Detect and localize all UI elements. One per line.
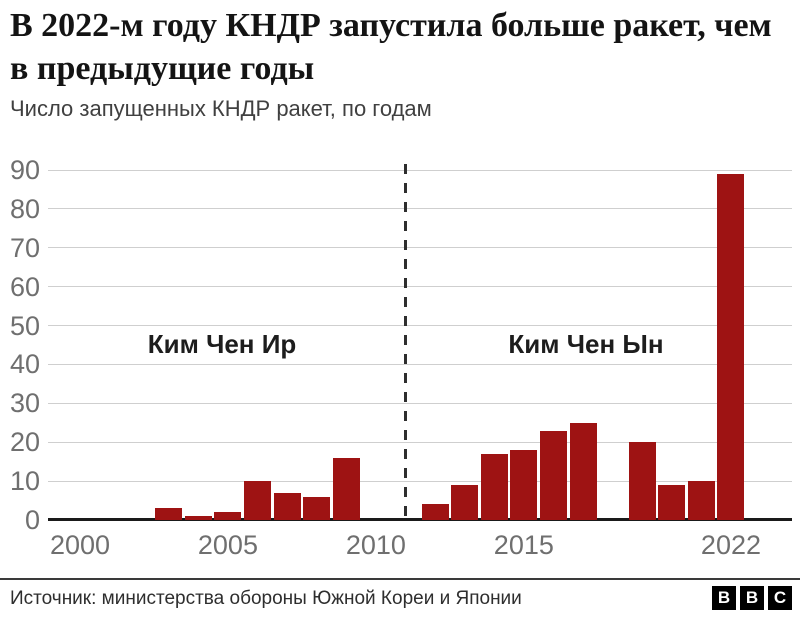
y-axis-tick-30: 30: [9, 388, 40, 419]
gridline-y20: [48, 441, 792, 443]
bar-2012: [421, 504, 449, 520]
gridline-y90: [48, 169, 792, 171]
x-axis-tick-2022: 2022: [700, 530, 761, 560]
y-axis-tick-70: 70: [9, 232, 40, 263]
bar-2003: [155, 508, 183, 520]
gridline-y40: [48, 363, 792, 365]
x-axis-tick-2015: 2015: [493, 530, 554, 560]
y-axis-tick-90: 90: [9, 155, 40, 185]
bar-2013: [451, 485, 479, 520]
gridline-y50: [48, 325, 792, 327]
bar-2008: [303, 496, 331, 520]
y-axis-tick-40: 40: [9, 349, 40, 380]
bar-2014: [480, 453, 508, 520]
bar-2007: [273, 492, 301, 520]
x-axis-line: [48, 518, 792, 521]
y-axis-tick-50: 50: [9, 310, 40, 341]
gridline-y30: [48, 402, 792, 404]
y-axis-tick-80: 80: [9, 193, 40, 224]
bar-2015: [510, 450, 538, 520]
bar-2022: [717, 173, 745, 520]
bbc-logo-block-2: B: [740, 586, 764, 610]
page-title: В 2022-м году КНДР запустила больше раке…: [10, 7, 772, 87]
bbc-logo-block-3: C: [768, 586, 792, 610]
gridline-y60: [48, 286, 792, 288]
plot-area: Ким Чен Ир Ким Чен Ын: [48, 164, 792, 522]
era-annotation-1: Ким Чен Ир: [147, 329, 297, 359]
gridline-y70: [48, 247, 792, 249]
y-axis-tick-60: 60: [9, 271, 40, 302]
bbc-logo-block-1: B: [712, 586, 736, 610]
x-axis-tick-2010: 2010: [345, 530, 406, 560]
x-axis-tick-2000: 2000: [49, 530, 111, 560]
bar-2019: [628, 442, 656, 520]
x-axis-tick-2005: 2005: [197, 530, 258, 560]
bar-2020: [658, 485, 686, 520]
y-axis-tick-10: 10: [9, 466, 40, 497]
gridline-y80: [48, 208, 792, 210]
era-annotation-2: Ким Чен Ын: [508, 329, 664, 359]
bar-2004: [184, 516, 212, 520]
bar-2021: [687, 481, 715, 520]
bar-2006: [244, 481, 272, 520]
y-axis-tick-0: 0: [24, 505, 40, 535]
footer-divider: [0, 578, 800, 580]
bar-2017: [569, 422, 597, 520]
bar-2016: [539, 430, 567, 520]
source-credit: Источник: министерства обороны Южной Кор…: [10, 588, 522, 609]
bar-2009: [332, 457, 360, 520]
chart-subtitle: Число запущенных КНДР ракет, по годам: [10, 96, 432, 121]
bar-2005: [214, 512, 242, 520]
era-divider-dashed-line: [403, 164, 407, 522]
y-axis-tick-20: 20: [9, 427, 40, 458]
gridline-y10: [48, 480, 792, 482]
